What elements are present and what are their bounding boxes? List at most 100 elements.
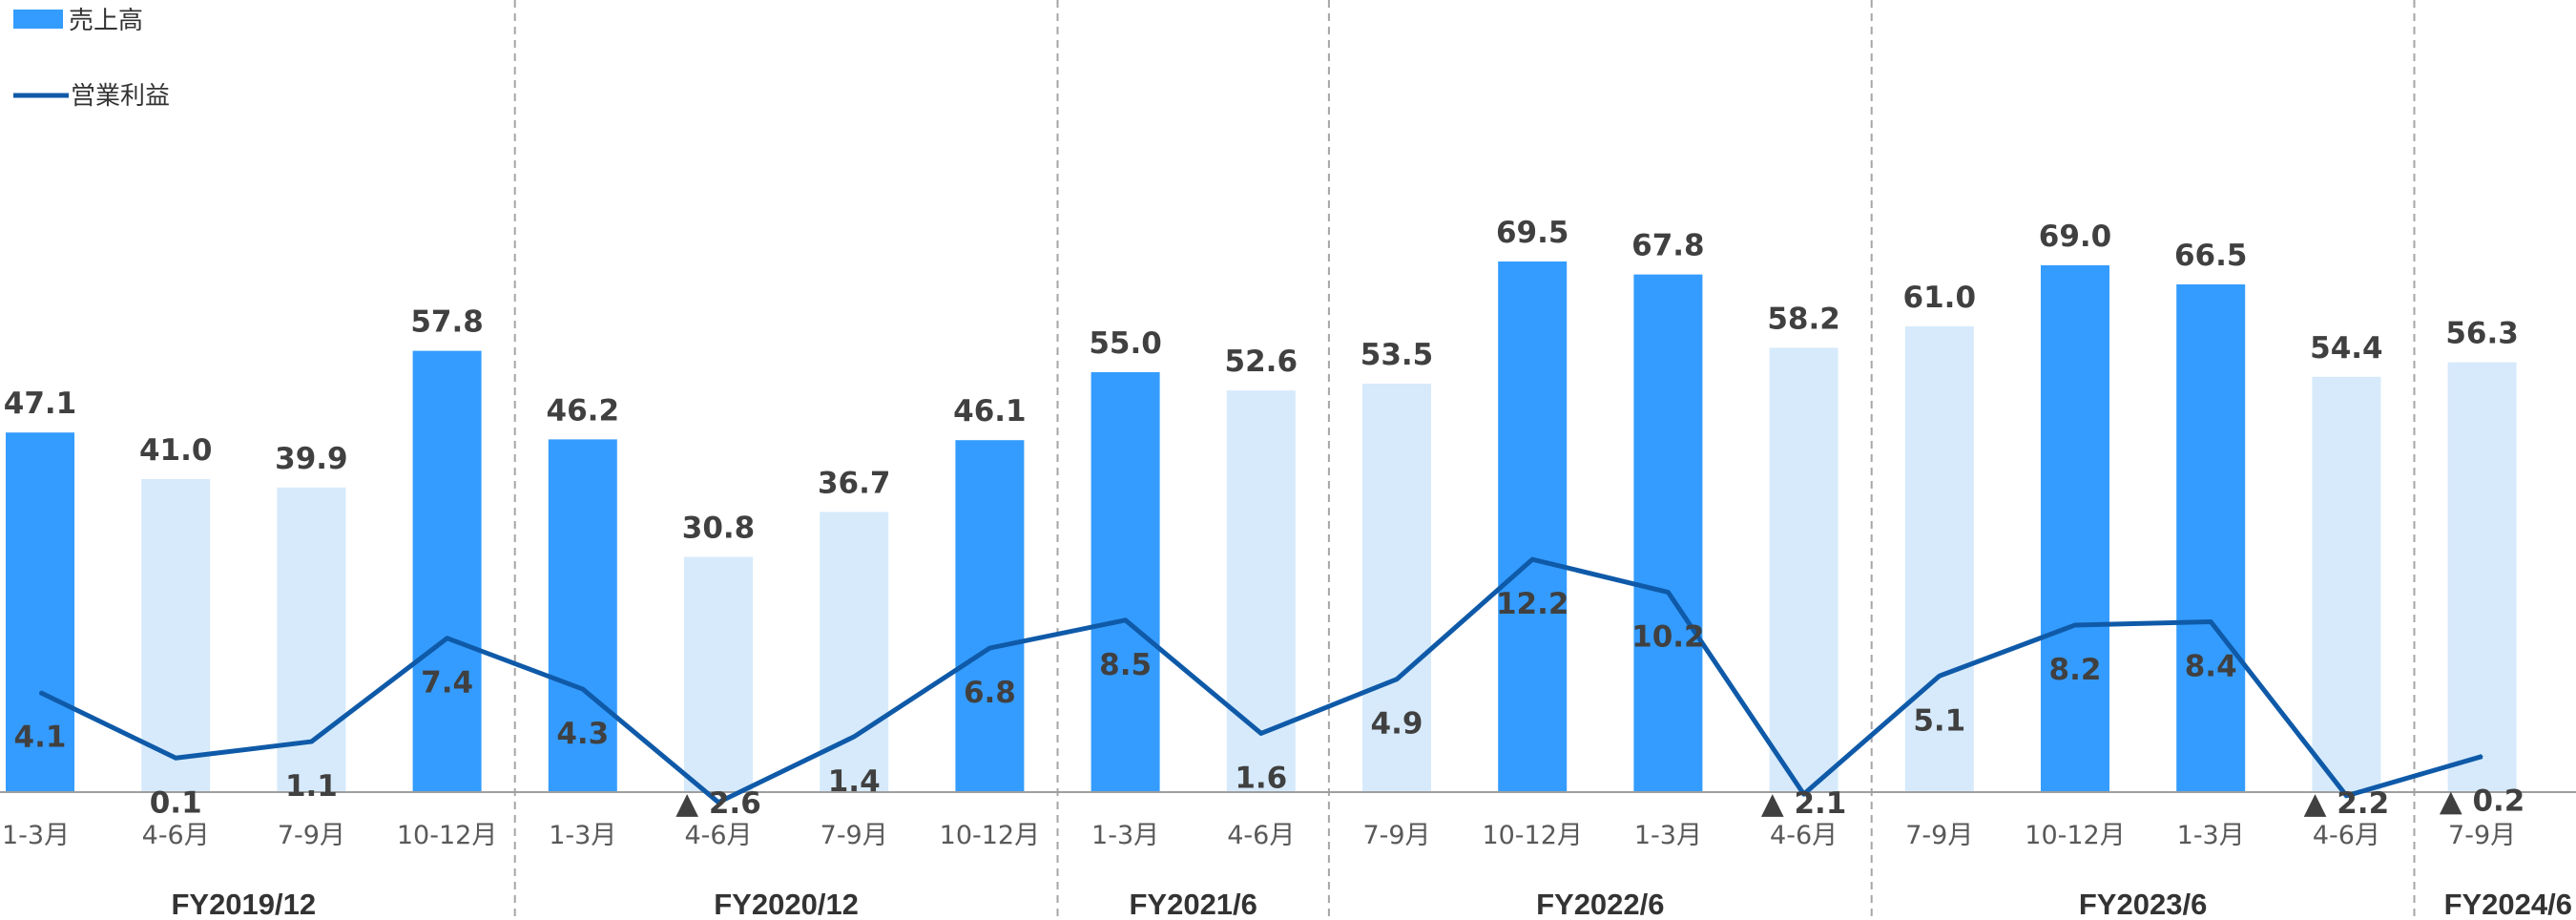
operating-profit-value-label: 1.6 xyxy=(1235,761,1287,795)
legend: 売上高 営業利益 xyxy=(13,7,170,111)
operating-profit-value-label: 8.5 xyxy=(1099,648,1152,682)
operating-profit-point xyxy=(1802,793,1805,796)
operating-profit-point xyxy=(2481,755,2483,758)
x-tick-label: 7-9月 xyxy=(1362,821,1430,850)
operating-profit-point xyxy=(1531,558,1534,561)
operating-profit-point xyxy=(1259,732,1262,735)
operating-profit-point xyxy=(1396,678,1398,680)
sales-value-label: 56.3 xyxy=(2445,317,2519,351)
sales-value-label: 36.7 xyxy=(818,466,891,500)
sales-value-label: 46.2 xyxy=(547,393,620,428)
sales-value-label: 69.0 xyxy=(2039,220,2112,254)
sales-value-label: 66.5 xyxy=(2174,239,2248,273)
sales-bar xyxy=(1904,326,1974,792)
operating-profit-value-label: ▲ 0.2 xyxy=(2440,784,2525,819)
sales-value-label: 53.5 xyxy=(1361,338,1434,372)
sales-value-label: 55.0 xyxy=(1089,326,1162,361)
operating-profit-value-label: 5.1 xyxy=(1913,703,1965,738)
sales-value-label: 67.8 xyxy=(1631,229,1705,263)
x-tick-label: 10-12月 xyxy=(397,821,497,850)
x-tick-label: 4-6月 xyxy=(142,821,210,850)
operating-profit-value-label: ▲ 2.6 xyxy=(675,786,761,821)
x-tick-label: 1-3月 xyxy=(549,821,616,850)
x-tick-label: 1-3月 xyxy=(2177,821,2245,850)
fiscal-year-labels: FY2019/12 FY2020/12 FY2021/6 FY2022/6 FY2023… xyxy=(171,888,2572,920)
x-tick-label: 7-9月 xyxy=(1905,821,1973,850)
operating-profit-value-label: 4.3 xyxy=(556,717,609,751)
sales-bar xyxy=(1091,372,1160,792)
x-tick-label: 1-3月 xyxy=(1634,821,1702,850)
legend-swatch-sales xyxy=(13,10,63,29)
sales-value-label: 69.5 xyxy=(1496,216,1569,250)
line-value-labels: 4.1 0.1 1.1 7.4 4.3 ▲ 2.6 1.4 6.8 8.5 1.6 4.9 12.2 1… xyxy=(14,587,2525,821)
legend-label-operating-profit: 営業利益 xyxy=(71,82,170,111)
operating-profit-value-label: 12.2 xyxy=(1496,587,1569,621)
operating-profit-value-label: 7.4 xyxy=(421,666,473,700)
sales-bar xyxy=(2041,265,2109,792)
sales-value-label: 30.8 xyxy=(682,512,756,546)
fiscal-year-label: FY2020/12 xyxy=(714,888,859,920)
operating-profit-point xyxy=(39,691,41,694)
operating-profit-point xyxy=(2345,794,2348,797)
operating-profit-value-label: 8.4 xyxy=(2185,650,2237,684)
operating-profit-value-label: 4.1 xyxy=(14,720,67,754)
bar-series-sales xyxy=(6,261,2517,793)
operating-profit-value-label: 0.1 xyxy=(150,785,202,820)
x-tick-label: 1-3月 xyxy=(2,821,70,850)
fiscal-year-label: FY2019/12 xyxy=(171,888,316,920)
x-tick-label: 4-6月 xyxy=(2313,821,2380,850)
group-dividers xyxy=(513,0,2416,920)
operating-profit-value-label: 8.2 xyxy=(2049,653,2102,687)
fiscal-year-label: FY2023/6 xyxy=(2079,888,2207,920)
x-axis-tick-labels: 1-3月 4-6月 7-9月 10-12月 1-3月 4-6月 7-9月 10-12月 1-3月… xyxy=(2,821,2516,850)
operating-profit-value-label: ▲ 2.2 xyxy=(2304,786,2390,821)
fiscal-year-label: FY2024/6 xyxy=(2444,888,2572,920)
x-tick-label: 1-3月 xyxy=(1091,821,1159,850)
x-tick-label: 4-6月 xyxy=(1227,821,1295,850)
operating-profit-point xyxy=(175,757,177,760)
operating-profit-value-label: 6.8 xyxy=(964,676,1016,710)
sales-value-label: 54.4 xyxy=(2310,331,2383,366)
sales-bar xyxy=(1633,274,1703,793)
sales-bar xyxy=(2312,376,2381,792)
fiscal-year-label: FY2022/6 xyxy=(1536,888,1664,920)
sales-bar xyxy=(2447,362,2517,792)
operating-profit-point xyxy=(717,801,719,804)
sales-value-label: 61.0 xyxy=(1903,281,1977,315)
operating-profit-point xyxy=(988,647,991,650)
sales-value-label: 46.1 xyxy=(953,394,1027,429)
operating-profit-value-label: 1.1 xyxy=(285,769,338,804)
operating-profit-point xyxy=(2210,620,2212,623)
fiscal-year-label: FY2021/6 xyxy=(1129,888,1257,920)
operating-profit-point xyxy=(1124,618,1127,621)
x-tick-label: 4-6月 xyxy=(1770,821,1838,850)
legend-item-operating-profit: 営業利益 xyxy=(13,82,170,111)
x-tick-label: 10-12月 xyxy=(2025,821,2125,850)
x-tick-label: 4-6月 xyxy=(684,821,752,850)
sales-value-label: 41.0 xyxy=(139,433,213,468)
operating-profit-value-label: ▲ 2.1 xyxy=(1761,786,1847,821)
operating-profit-value-label: 1.4 xyxy=(828,764,881,799)
legend-label-sales: 売上高 xyxy=(69,7,143,35)
line-series-operating-profit xyxy=(38,556,2483,805)
operating-profit-point xyxy=(1938,675,1941,678)
sales-value-label: 47.1 xyxy=(4,387,77,421)
x-tick-label: 7-9月 xyxy=(821,821,888,850)
sales-bar xyxy=(412,350,482,792)
bar-value-labels: 47.1 41.0 39.9 57.8 46.2 30.8 36.7 46.1 55.0 52.6… xyxy=(4,216,2519,546)
x-tick-label: 10-12月 xyxy=(940,821,1040,850)
sales-bar xyxy=(1769,347,1839,792)
operating-profit-point xyxy=(446,637,448,639)
operating-profit-value-label: 10.2 xyxy=(1631,620,1705,655)
sales-value-label: 39.9 xyxy=(275,442,348,476)
sales-bar xyxy=(141,479,211,792)
sales-bar xyxy=(1498,261,1568,792)
sales-value-label: 58.2 xyxy=(1767,302,1840,336)
sales-bar xyxy=(548,439,617,792)
operating-profit-point xyxy=(1667,591,1670,594)
sales-value-label: 57.8 xyxy=(410,305,484,340)
sales-value-label: 52.6 xyxy=(1225,345,1298,379)
operating-profit-point xyxy=(853,735,856,738)
sales-bar xyxy=(6,432,74,792)
